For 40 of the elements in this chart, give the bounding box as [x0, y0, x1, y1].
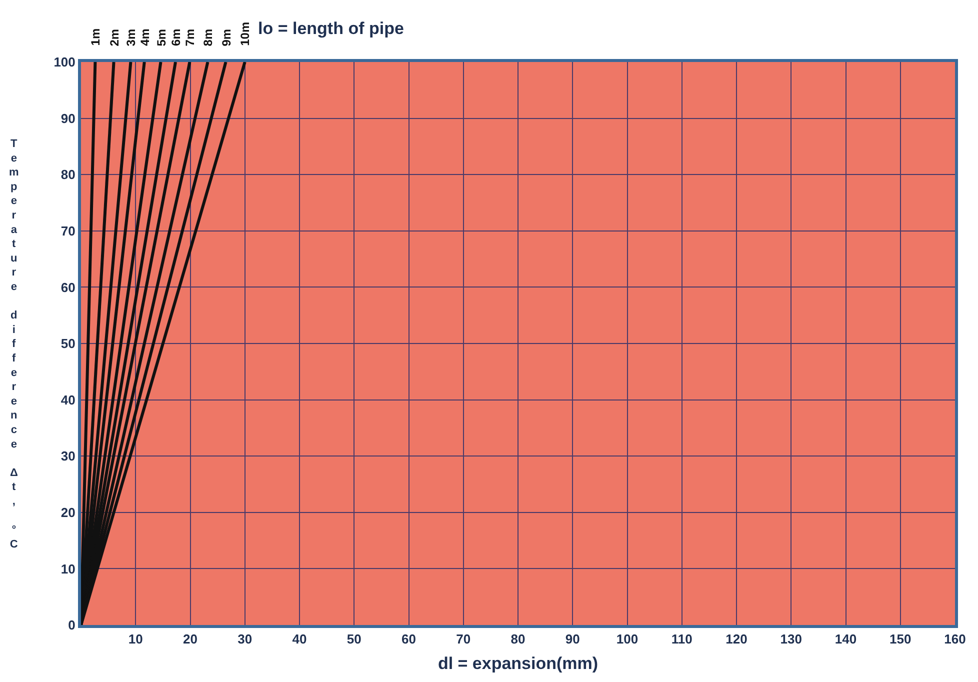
x-tick-label: 110	[671, 632, 692, 647]
y-tick-label: 10	[60, 561, 76, 576]
x-tick-label: 30	[238, 632, 252, 647]
text: Temperature difference Δt, °C	[9, 138, 19, 550]
y-tick-label: 100	[54, 54, 76, 70]
y-tick-label: 20	[60, 504, 76, 520]
text: 6m	[169, 28, 183, 46]
x-tick-label: 120	[726, 632, 748, 647]
x-axis-title: dl = expansion(mm)	[438, 654, 598, 673]
x-tick-label: 150	[890, 632, 912, 647]
text: 9m	[219, 28, 234, 46]
x-tick-label: 60	[402, 632, 416, 647]
y-tick-label: 80	[60, 167, 76, 182]
x-tick-label: 10	[128, 632, 143, 647]
text: 4m	[138, 28, 152, 46]
y-tick-label: 50	[60, 336, 76, 352]
y-tick-label: 30	[60, 448, 76, 464]
y-tick-label: 0	[68, 618, 76, 633]
x-tick-label: 100	[616, 632, 638, 647]
text: 5m	[154, 28, 168, 46]
x-tick-label: 130	[780, 632, 802, 647]
x-tick-label: 50	[346, 632, 362, 647]
text: 8m	[201, 28, 216, 46]
y-tick-label: 70	[60, 223, 76, 238]
x-tick-label: 20	[183, 632, 198, 647]
y-tick-label: 40	[60, 392, 76, 408]
text: 3m	[124, 28, 138, 46]
x-tick-label: 80	[510, 632, 526, 647]
y-tick-label: 60	[60, 280, 76, 295]
chart-title: lo = length of pipe	[258, 19, 404, 38]
x-tick-label: 70	[456, 632, 471, 647]
x-tick-label: 160	[944, 632, 966, 647]
x-tick-label: 140	[834, 632, 857, 647]
x-tick-label: 90	[565, 632, 580, 647]
text: 7m	[183, 28, 198, 46]
x-tick-label: 40	[292, 632, 307, 647]
y-tick-label: 90	[60, 110, 76, 126]
text: 10m	[238, 22, 252, 46]
text: 1m	[88, 28, 103, 46]
text: 2m	[107, 28, 122, 46]
